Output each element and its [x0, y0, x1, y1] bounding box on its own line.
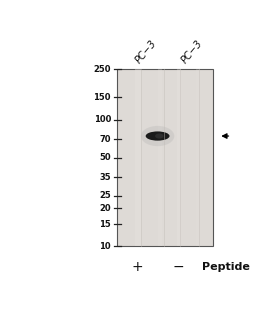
Text: Peptide: Peptide	[202, 262, 250, 272]
FancyBboxPatch shape	[118, 69, 213, 246]
Text: PC−3: PC−3	[179, 38, 204, 66]
Text: +: +	[131, 260, 143, 274]
Ellipse shape	[146, 131, 169, 140]
Text: 50: 50	[99, 153, 111, 162]
FancyBboxPatch shape	[135, 69, 141, 246]
Text: 35: 35	[99, 173, 111, 182]
Text: 150: 150	[94, 93, 111, 102]
Text: 20: 20	[99, 204, 111, 213]
Text: 250: 250	[94, 65, 111, 74]
Ellipse shape	[155, 134, 164, 139]
Text: −: −	[172, 260, 184, 274]
FancyBboxPatch shape	[195, 69, 200, 246]
Ellipse shape	[141, 126, 174, 146]
FancyBboxPatch shape	[177, 69, 181, 246]
Text: 25: 25	[99, 192, 111, 200]
Text: 70: 70	[99, 135, 111, 144]
Text: 10: 10	[99, 242, 111, 251]
Text: 15: 15	[99, 220, 111, 229]
Text: 100: 100	[94, 115, 111, 124]
FancyBboxPatch shape	[158, 69, 162, 246]
Text: PC−3: PC−3	[134, 38, 159, 66]
